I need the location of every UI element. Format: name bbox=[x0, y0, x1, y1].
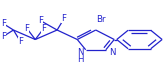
Text: Br: Br bbox=[96, 15, 106, 24]
Text: F: F bbox=[38, 16, 43, 25]
Text: F: F bbox=[41, 24, 46, 33]
Text: F: F bbox=[24, 24, 29, 33]
Text: F: F bbox=[1, 32, 6, 41]
Text: F: F bbox=[61, 14, 66, 23]
Text: F: F bbox=[1, 19, 6, 28]
Text: H: H bbox=[77, 55, 84, 64]
Text: F: F bbox=[18, 37, 23, 46]
Text: N: N bbox=[77, 48, 84, 57]
Text: N: N bbox=[109, 48, 116, 57]
